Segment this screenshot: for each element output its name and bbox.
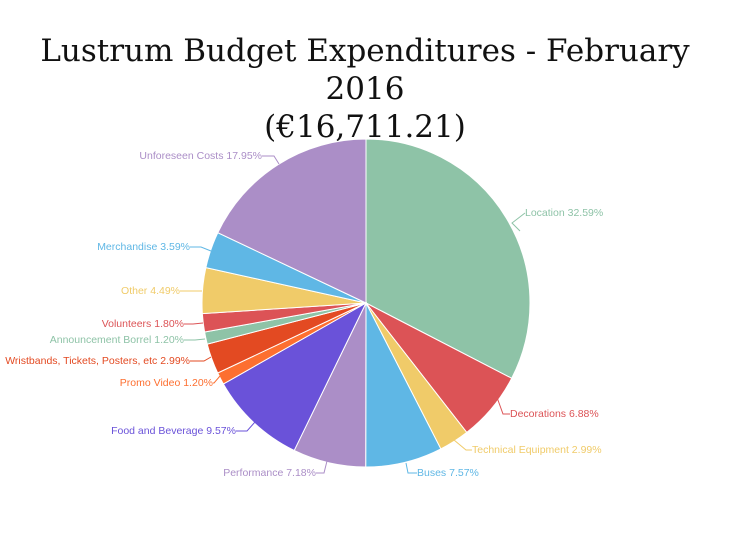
label-leader-line: [453, 439, 472, 451]
pie-slice-food-and-beverage[interactable]: [222, 301, 368, 452]
pie-labels: Location 32.59% Decorations 6.88% Technica…: [5, 150, 603, 479]
label-leader-line: [316, 460, 328, 474]
slice-label: Performance 7.18%: [223, 467, 316, 479]
slice-label: Promo Video 1.20%: [120, 377, 213, 389]
label-leader-line: [190, 356, 212, 362]
label-leader-line: [213, 375, 221, 384]
label-leader-line: [511, 212, 526, 232]
label-leader-line: [184, 322, 204, 325]
label-leader-line: [262, 155, 280, 165]
label-leader-line: [236, 421, 256, 432]
slice-label: Volunteers 1.80%: [102, 318, 184, 330]
pie-slices: [201, 138, 531, 468]
label-leader-line: [184, 338, 206, 341]
slice-label: Merchandise 3.59%: [97, 241, 190, 253]
slice-label: Wristbands, Tickets, Posters, etc 2.99%: [5, 355, 190, 367]
pie-slice-unforeseen-costs[interactable]: [217, 138, 367, 304]
chart-title: Lustrum Budget Expenditures - February 2…: [0, 32, 730, 146]
slice-label: Other 4.49%: [121, 285, 180, 297]
slice-label: Food and Beverage 9.57%: [111, 425, 236, 437]
slice-label: Location 32.59%: [525, 207, 603, 219]
slice-label: Announcement Borrel 1.20%: [50, 334, 184, 346]
label-leader-line: [190, 246, 212, 252]
slice-label: Buses 7.57%: [417, 467, 479, 479]
label-leader-line: [493, 388, 510, 415]
label-leader-line: [405, 462, 417, 474]
pie-slice-location[interactable]: [365, 138, 531, 379]
slice-label: Unforeseen Costs 17.95%: [139, 150, 262, 162]
slice-label: Technical Equipment 2.99%: [472, 444, 602, 456]
chart-title-main: Lustrum Budget Expenditures - February 2…: [40, 33, 690, 107]
slice-label: Decorations 6.88%: [510, 408, 599, 420]
